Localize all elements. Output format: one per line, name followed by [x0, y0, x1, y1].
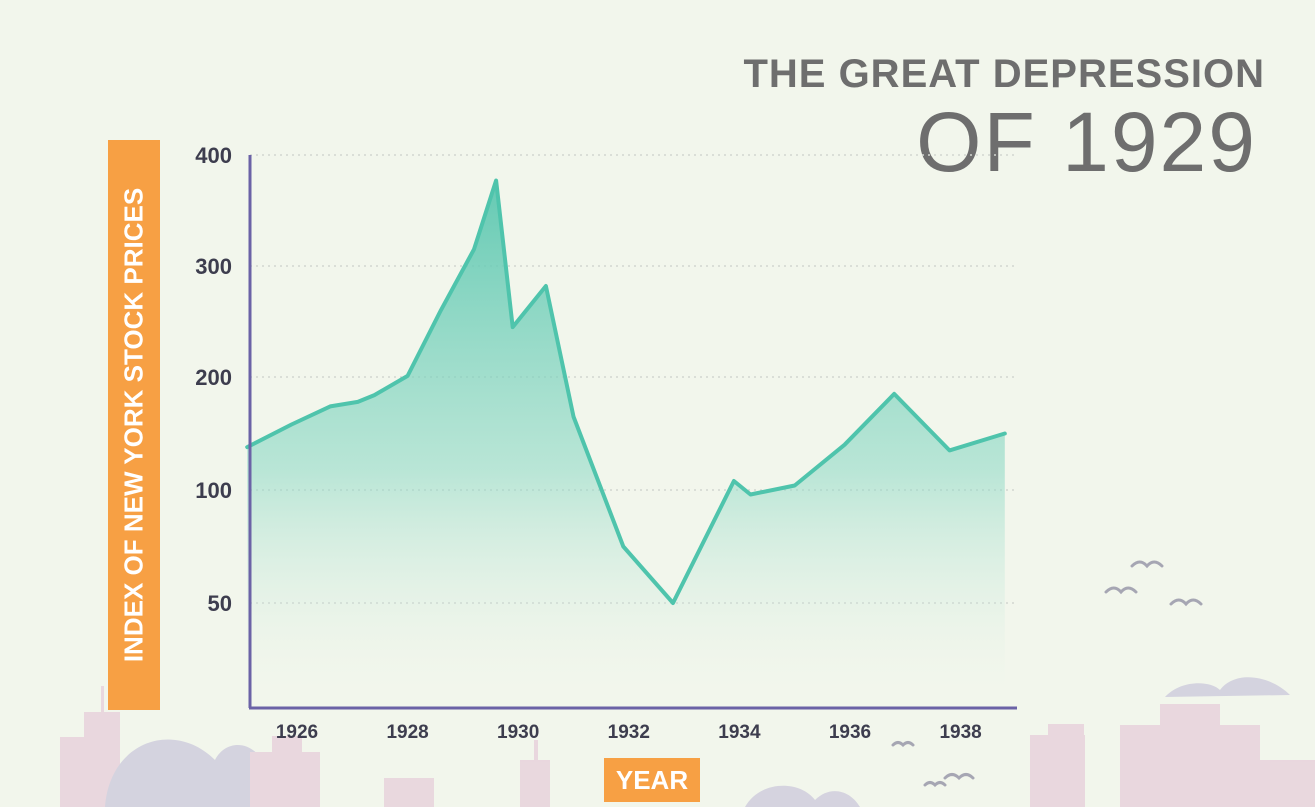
x-tick-label: 1932: [608, 722, 650, 743]
area-series: [245, 178, 1007, 708]
y-axis-label-box: [108, 140, 160, 710]
x-tick-label: 1938: [939, 722, 981, 743]
skyline-decoration: [60, 677, 1315, 807]
area-fill: [247, 180, 1005, 708]
y-tick-label: 400: [195, 143, 232, 168]
birds-decoration: [891, 560, 1203, 788]
x-tick-labels: 1926 1928 1930 1932 1934 1936 1938: [276, 722, 982, 743]
chart-title-line1: THE GREAT DEPRESSION: [743, 52, 1265, 96]
axes: [248, 155, 1017, 710]
y-tick-label: 50: [208, 591, 232, 616]
x-tick-label: 1928: [386, 722, 428, 743]
y-tick-label: 100: [195, 478, 232, 503]
x-tick-label: 1936: [829, 722, 871, 743]
x-tick-label: 1934: [718, 722, 761, 743]
y-tick-labels: 50 100 200 300 400: [195, 143, 232, 616]
y-tick-label: 200: [195, 365, 232, 390]
y-axis-label: INDEX OF NEW YORK STOCK PRICES: [118, 187, 149, 663]
y-tick-label: 300: [195, 254, 232, 279]
x-axis-label: YEAR: [604, 758, 700, 802]
x-tick-label: 1926: [276, 722, 318, 743]
x-tick-label: 1930: [497, 722, 539, 743]
chart-title-line2: OF 1929: [916, 95, 1257, 189]
